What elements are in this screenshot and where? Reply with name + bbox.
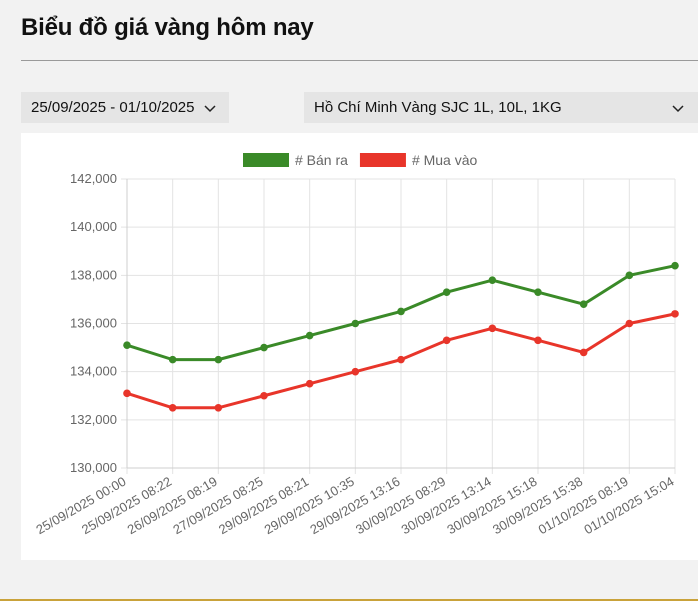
data-point[interactable] [351, 367, 360, 376]
y-tick-label: 138,000 [70, 267, 117, 282]
data-point[interactable] [625, 271, 634, 280]
y-tick-label: 132,000 [70, 412, 117, 427]
data-point[interactable] [625, 319, 634, 328]
grid [121, 178, 676, 474]
date-range-value: 25/09/2025 - 01/10/2025 [31, 99, 195, 116]
data-point[interactable] [534, 288, 542, 296]
data-point[interactable] [214, 403, 223, 412]
data-point[interactable] [397, 307, 405, 316]
legend: # Bán ra # Mua vào [243, 152, 478, 168]
y-tick-label: 130,000 [70, 460, 117, 475]
y-tick-label: 142,000 [70, 171, 117, 186]
data-point[interactable] [442, 288, 451, 296]
data-point[interactable] [671, 261, 679, 270]
series [123, 261, 679, 412]
y-tick-label: 140,000 [70, 219, 117, 234]
data-point[interactable] [534, 336, 542, 345]
chevron-down-icon [204, 104, 217, 112]
legend-item-1[interactable]: # Mua vào [359, 152, 478, 168]
region-product-select[interactable]: Hồ Chí Minh Vàng SJC 1L, 10L, 1KG [304, 92, 698, 123]
data-point[interactable] [579, 300, 588, 309]
data-point[interactable] [123, 389, 131, 398]
data-point[interactable] [488, 276, 497, 284]
date-range-select[interactable]: 25/09/2025 - 01/10/2025 [21, 92, 229, 123]
price-line-chart: 130,000 132,000 134,000 136,000 138,000 140,0… [33, 152, 679, 537]
data-point[interactable] [351, 319, 360, 328]
footer-accent-line [0, 599, 698, 601]
data-point[interactable] [260, 391, 268, 400]
data-point[interactable] [168, 403, 177, 412]
data-point[interactable] [260, 343, 268, 352]
data-point[interactable] [305, 379, 314, 388]
data-point[interactable] [397, 355, 405, 364]
chevron-down-icon [672, 105, 684, 113]
page-title: Biểu đồ giá vàng hôm nay [21, 14, 314, 41]
y-tick-label: 136,000 [70, 316, 117, 331]
legend-label: # Bán ra [295, 152, 348, 168]
chart-panel: 130,000 132,000 134,000 136,000 138,000 140,0… [21, 133, 698, 560]
data-point[interactable] [214, 355, 223, 364]
data-point[interactable] [671, 310, 679, 318]
legend-swatch [243, 153, 289, 167]
y-tick-label: 134,000 [70, 364, 117, 379]
data-point[interactable] [168, 355, 177, 364]
legend-swatch [359, 153, 406, 167]
region-product-value: Hồ Chí Minh Vàng SJC 1L, 10L, 1KG [314, 99, 562, 116]
legend-label: # Mua vào [412, 152, 478, 168]
data-point[interactable] [305, 331, 314, 340]
data-point[interactable] [488, 324, 497, 333]
legend-item-0[interactable]: # Bán ra [243, 152, 348, 168]
data-point[interactable] [442, 336, 451, 345]
title-divider [21, 60, 698, 61]
data-point[interactable] [579, 348, 588, 357]
data-point[interactable] [123, 341, 131, 349]
